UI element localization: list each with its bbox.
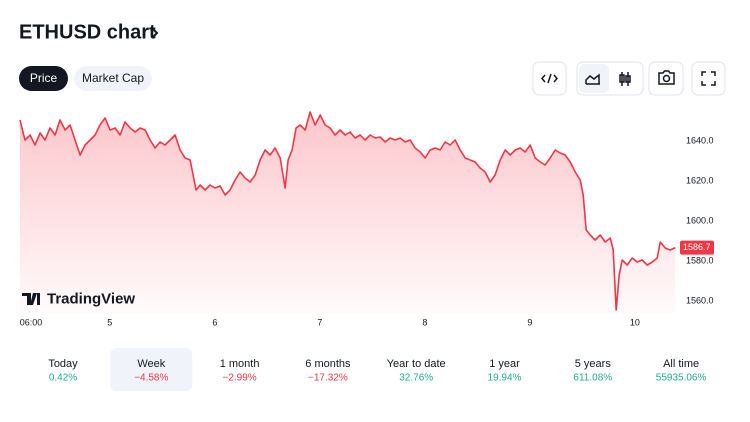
period-label[interactable]: 5 years — [575, 358, 612, 370]
x-tick-label: 6 — [212, 317, 217, 327]
screenshot-button[interactable] — [648, 61, 684, 96]
period-change[interactable]: 611.08% — [573, 373, 612, 384]
tab-label[interactable]: Market Cap — [82, 71, 144, 85]
period-label[interactable]: Year to date — [387, 358, 446, 370]
fullscreen-icon — [701, 71, 716, 86]
period-change[interactable]: −17.32% — [308, 373, 348, 384]
period-label[interactable]: 1 month — [220, 358, 260, 370]
embed-button[interactable] — [532, 61, 567, 96]
y-tick-label: 1600.0 — [686, 215, 714, 225]
candle-icon — [619, 72, 631, 86]
tab-label[interactable]: Price — [30, 71, 58, 85]
x-tick-label: 8 — [422, 317, 427, 327]
x-tick-label: 9 — [527, 317, 532, 327]
chart-type-group[interactable] — [576, 61, 644, 96]
x-tick-label: 06:00 — [20, 317, 43, 327]
period-change[interactable]: 55935.06% — [656, 373, 707, 384]
period-label[interactable]: 1 year — [489, 358, 520, 370]
watermark: TradingView — [47, 290, 135, 307]
x-tick-label: 10 — [630, 317, 640, 327]
plot: 1560.0 1580.0 1600.0 1620.0 1640.0 06:00 5 6 7 8 9… — [19, 111, 714, 327]
period-row: Today 0.42% Week −4.58% 1 month −2.99% 6 month… — [48, 348, 707, 391]
period-change[interactable]: 32.76% — [399, 373, 433, 384]
period-label[interactable]: Week — [137, 358, 165, 370]
tv-logo — [22, 293, 40, 305]
price-line — [19, 111, 676, 311]
period-selected[interactable] — [110, 348, 193, 391]
fullscreen-button[interactable] — [691, 61, 726, 96]
camera-lens — [662, 74, 671, 83]
last-price-label: 1586.7 — [683, 242, 711, 252]
period-change[interactable]: −4.58% — [134, 373, 168, 384]
code-icon — [541, 73, 558, 84]
chevron[interactable] — [151, 27, 159, 39]
period-change[interactable]: 0.42% — [49, 373, 77, 384]
last-price-tag — [680, 240, 714, 255]
area-fill — [20, 112, 676, 313]
x-tick-label: 5 — [107, 317, 112, 327]
period-change[interactable]: 19.94% — [488, 373, 522, 384]
x-tick-label: 7 — [317, 317, 322, 327]
tab-price[interactable] — [19, 66, 68, 91]
period-change[interactable]: −2.99% — [222, 373, 256, 384]
camera-icon — [658, 70, 675, 85]
period-label[interactable]: Today — [48, 358, 78, 370]
y-tick-label: 1580.0 — [686, 255, 714, 265]
y-tick-label: 1640.0 — [686, 135, 714, 145]
y-tick-label: 1560.0 — [686, 295, 714, 305]
period-label[interactable]: All time — [663, 358, 699, 370]
page-title: ETHUSD chart — [19, 21, 156, 43]
y-tick-label: 1620.0 — [686, 175, 714, 185]
area-icon — [585, 73, 600, 85]
tab-market-cap[interactable] — [74, 66, 152, 91]
period-label[interactable]: 6 months — [305, 358, 351, 370]
